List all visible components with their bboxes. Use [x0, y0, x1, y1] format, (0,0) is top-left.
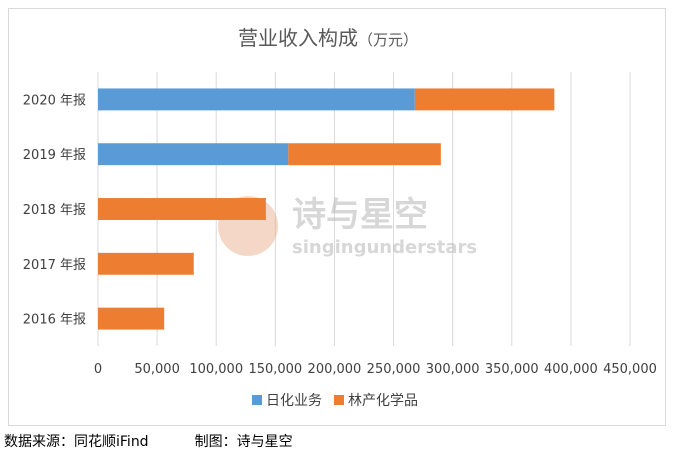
bar-segment: [98, 88, 415, 111]
category-label: 2019 年报: [23, 148, 86, 163]
legend: 日化业务 林产化学品: [252, 393, 418, 409]
bar-segment: [98, 143, 289, 166]
legend-swatch: [252, 395, 262, 405]
category-label: 2017 年报: [23, 258, 86, 273]
source-note: 数据来源：同花顺iFind: [4, 434, 149, 450]
watermark-text: 诗与星空: [292, 195, 428, 235]
watermark-subtext: singingunderstars: [292, 237, 477, 258]
x-tick-label: 0: [94, 362, 102, 377]
x-tick-label: 50,000: [134, 362, 180, 377]
x-tick-label: 250,000: [367, 362, 421, 377]
legend-label: 林产化学品: [348, 393, 418, 409]
footer: 数据来源：同花顺iFind 制图：诗与星空: [4, 431, 293, 451]
category-label: 2020 年报: [23, 93, 86, 108]
x-tick-label: 150,000: [248, 362, 302, 377]
bar-segment: [288, 143, 441, 166]
bars: [98, 88, 555, 330]
category-label: 2018 年报: [23, 203, 86, 218]
bar-segment: [98, 307, 165, 330]
x-tick-label: 450,000: [603, 362, 657, 377]
chart-title-unit: （万元）: [358, 31, 418, 49]
x-tick-label: 200,000: [308, 362, 362, 377]
category-labels: 2020 年报 2019 年报 2018 年报 2017 年报 2016 年报: [23, 93, 86, 327]
chart-title: 营业收入构成（万元）: [238, 26, 418, 50]
chart-title-main: 营业收入构成: [238, 26, 358, 50]
category-label: 2016 年报: [23, 313, 86, 328]
x-tick-label: 350,000: [485, 362, 539, 377]
x-tick-label: 400,000: [544, 362, 598, 377]
credit-note: 制图：诗与星空: [194, 434, 293, 450]
legend-label: 日化业务: [266, 393, 322, 409]
gridlines: [97, 72, 631, 346]
x-tick-label: 300,000: [426, 362, 480, 377]
bar-segment: [98, 252, 194, 275]
legend-swatch: [334, 395, 344, 405]
x-tick-label: 100,000: [189, 362, 243, 377]
x-tick-labels: 0 50,000 100,000 150,000 200,000 250,000 300,0…: [94, 362, 657, 377]
bar-segment: [414, 88, 555, 111]
bar-segment: [98, 198, 266, 220]
